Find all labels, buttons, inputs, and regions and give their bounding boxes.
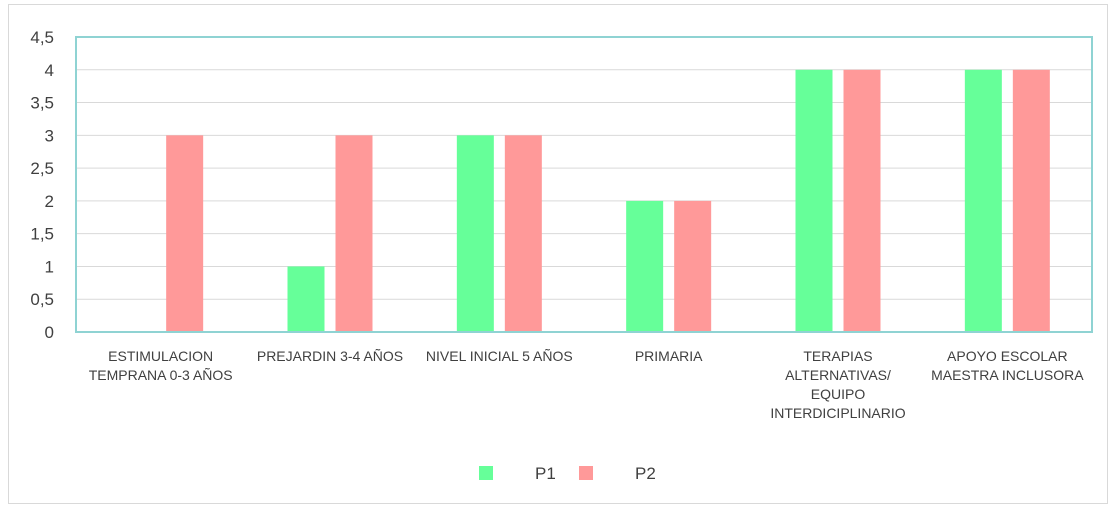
x-category-label: ALTERNATIVAS/ [785, 367, 891, 383]
x-category-label: TERAPIAS [803, 348, 872, 364]
y-tick-label: 4 [45, 61, 54, 80]
bar-p1 [287, 266, 325, 332]
plot-area-border [75, 36, 1093, 333]
x-category-label: INTERDICIPLINARIO [770, 405, 905, 421]
bar-p2 [674, 200, 712, 332]
legend-label-p1: P1 [535, 464, 556, 483]
y-tick-label: 0 [45, 323, 54, 342]
x-category-label: EQUIPO [811, 386, 866, 402]
y-tick-label: 2 [45, 192, 54, 211]
bar-p1 [456, 135, 494, 332]
x-category-label: APOYO ESCOLAR [947, 348, 1068, 364]
y-tick-label: 1 [45, 257, 54, 276]
y-tick-label: 4,5 [30, 28, 54, 47]
legend: P1 P2 [479, 464, 656, 483]
x-axis-categories: ESTIMULACION TEMPRANA 0-3 AÑOS PREJARDIN 3… [89, 348, 1085, 421]
bar-p2 [504, 135, 542, 332]
y-axis-ticks: 0 0,5 1 1,5 2 2,5 3 3,5 4 4,5 [30, 28, 54, 342]
y-tick-label: 3,5 [30, 94, 54, 113]
legend-swatch-p2 [579, 466, 593, 480]
bars-layer [166, 69, 1050, 333]
x-category-label: NIVEL INICIAL 5 AÑOS [426, 348, 573, 364]
bar-p2 [843, 69, 881, 333]
y-tick-label: 1,5 [30, 225, 54, 244]
bar-p2 [335, 135, 373, 332]
y-tick-label: 0,5 [30, 290, 54, 309]
legend-label-p2: P2 [635, 464, 656, 483]
bar-p2 [166, 135, 204, 332]
x-category-label: TEMPRANA 0-3 AÑOS [89, 367, 233, 383]
x-category-label: ESTIMULACION [108, 348, 213, 364]
bar-p1 [626, 200, 664, 332]
x-category-label: PRIMARIA [635, 348, 703, 364]
legend-swatch-p1 [479, 466, 493, 480]
x-category-label: MAESTRA INCLUSORA [931, 367, 1084, 383]
grid-layer [76, 36, 1092, 333]
bar-p1 [964, 69, 1002, 333]
y-tick-label: 3 [45, 126, 54, 145]
bar-p2 [1012, 69, 1050, 333]
y-tick-label: 2,5 [30, 159, 54, 178]
x-category-label: PREJARDIN 3-4 AÑOS [257, 348, 403, 364]
bar-p1 [795, 69, 833, 333]
chart-frame [8, 4, 1108, 504]
